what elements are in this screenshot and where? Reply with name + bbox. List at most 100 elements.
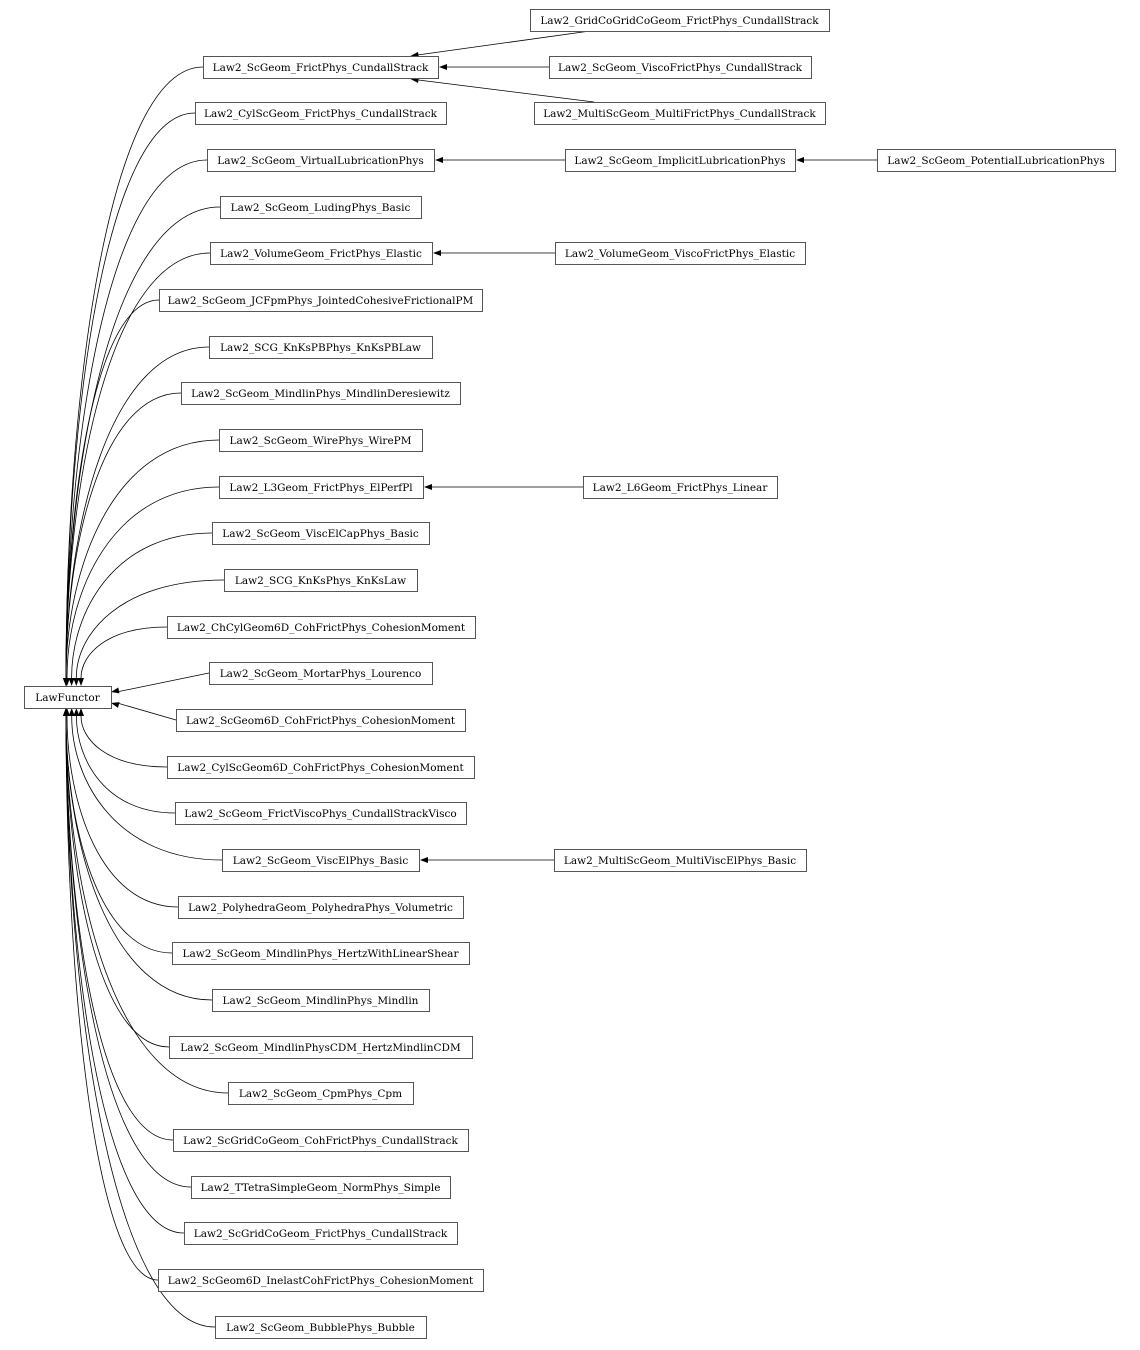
class-node-law2-scgeom-mindlinphys-hertzwithlinearshear[interactable]: Law2_ScGeom_MindlinPhys_HertzWithLinearS…	[172, 942, 470, 965]
class-node-law2-multiscgeom-multifrictphys-cundallstrack[interactable]: Law2_MultiScGeom_MultiFrictPhys_CundallS…	[534, 102, 826, 125]
class-node-law2-volumegeom-frictphys-elastic[interactable]: Law2_VolumeGeom_FrictPhys_Elastic	[210, 242, 433, 265]
node-box	[167, 616, 476, 639]
edges	[62, 30, 877, 1328]
class-node-law2-multiscgeom-multiviscelphys-basic[interactable]: Law2_MultiScGeom_MultiViscElPhys_Basic	[554, 849, 807, 872]
edge-law2-scgridcogeom-cohfrictphys-cundallstrack	[65, 715, 174, 1141]
class-node-law2-scgeom-potentiallubricationphys[interactable]: Law2_ScGeom_PotentialLubricationPhys	[877, 149, 1116, 172]
node-label: Law2_ScGeom_ViscElCapPhys_Basic	[222, 528, 419, 540]
node-label: Law2_SCG_KnKsPBPhys_KnKsPBLaw	[220, 342, 421, 354]
class-node-law2-scgeom-mortarphys-lourenco[interactable]: Law2_ScGeom_MortarPhys_Lourenco	[209, 662, 433, 685]
edge-law2-scgeom-mindlinphys-mindlin	[65, 715, 213, 1001]
class-node-law2-scgridcogeom-cohfrictphys-cundallstrack[interactable]: Law2_ScGridCoGeom_CohFrictPhys_CundallSt…	[173, 1129, 469, 1152]
node-box	[181, 382, 461, 405]
class-node-law2-scgeom-mindlinphyscdm-hertzmindlincdm[interactable]: Law2_ScGeom_MindlinPhysCDM_HertzMindlinC…	[169, 1036, 473, 1059]
edge-law2-multiscgeom-multifrictphys-cundallstrack	[418, 79, 595, 103]
edge-law2-ttetrasimplegeom-normphys-simple	[65, 715, 192, 1188]
edge-law2-cylscgeom6d-cohfrictphys-cohesionmoment-arrowhead	[77, 708, 84, 717]
class-node-law2-polyhedrageom-polyhedraphys-volumetric[interactable]: Law2_PolyhedraGeom_PolyhedraPhys_Volumet…	[178, 896, 464, 919]
node-label: Law2_VolumeGeom_FrictPhys_Elastic	[220, 248, 422, 260]
class-node-law2-chcylgeom6d-cohfrictphys-cohesionmoment[interactable]: Law2_ChCylGeom6D_CohFrictPhys_CohesionMo…	[167, 616, 476, 639]
class-node-law2-scg-knksphys-knkslaw[interactable]: Law2_SCG_KnKsPhys_KnKsLaw	[224, 569, 418, 592]
edge-law2-scgeom-mindlinphys-mindlinderesiewitz	[65, 392, 182, 679]
node-label: Law2_SCG_KnKsPhys_KnKsLaw	[235, 575, 406, 587]
edge-law2-scgeom-viscelcapphys-basic	[71, 532, 213, 679]
class-node-law2-scgeom-virtuallubricationphys[interactable]: Law2_ScGeom_VirtualLubricationPhys	[207, 149, 435, 172]
node-label: Law2_ScGeom_PotentialLubricationPhys	[887, 155, 1105, 167]
node-box	[207, 149, 435, 172]
class-node-law2-scgeom-implicitlubricationphys[interactable]: Law2_ScGeom_ImplicitLubricationPhys	[565, 149, 796, 172]
class-node-law2-l3geom-frictphys-elperfpl[interactable]: Law2_L3Geom_FrictPhys_ElPerfPl	[219, 476, 424, 499]
class-node-law2-scgeom-viscelcapphys-basic[interactable]: Law2_ScGeom_ViscElCapPhys_Basic	[212, 522, 430, 545]
node-label: Law2_ScGeom6D_CohFrictPhys_CohesionMomen…	[186, 715, 456, 727]
class-node-law2-scgeom-mindlinphys-mindlinderesiewitz[interactable]: Law2_ScGeom_MindlinPhys_MindlinDeresiewi…	[181, 382, 461, 405]
class-node-law2-scg-knkspbphys-knkspblaw[interactable]: Law2_SCG_KnKsPBPhys_KnKsPBLaw	[209, 336, 433, 359]
edge-law2-scgeom-frictviscophys-cundallstrackvisco	[76, 715, 176, 814]
class-node-law2-scgeom-mindlinphys-mindlin[interactable]: Law2_ScGeom_MindlinPhys_Mindlin	[212, 989, 430, 1012]
edge-law2-scgeom-jcfpmphys-jointedcohesivefrictionalpm	[65, 299, 160, 679]
node-label: Law2_ScGridCoGeom_CohFrictPhys_CundallSt…	[183, 1135, 458, 1147]
class-node-law2-scgeom-viscofrictphys-cundallstrack[interactable]: Law2_ScGeom_ViscoFrictPhys_CundallStrack	[549, 56, 812, 79]
node-box	[215, 1316, 427, 1339]
class-node-law2-scgeom-bubblephys-bubble[interactable]: Law2_ScGeom_BubblePhys_Bubble	[215, 1316, 427, 1339]
node-box	[212, 989, 430, 1012]
class-node-law2-scgeom-jcfpmphys-jointedcohesivefrictionalpm[interactable]: Law2_ScGeom_JCFpmPhys_JointedCohesiveFri…	[159, 289, 483, 312]
class-node-law2-scgeom-wirephys-wirepm[interactable]: Law2_ScGeom_WirePhys_WirePM	[219, 429, 423, 452]
class-node-law2-scgeom-cpmphys-cpm[interactable]: Law2_ScGeom_CpmPhys_Cpm	[228, 1082, 414, 1105]
node-box	[167, 756, 475, 779]
edge-law2-scgeom-frictphys-cundallstrack	[65, 66, 204, 679]
class-node-law2-scgeom6d-cohfrictphys-cohesionmoment[interactable]: Law2_ScGeom6D_CohFrictPhys_CohesionMomen…	[176, 709, 466, 732]
edge-law2-scgeom-frictviscophys-cundallstrackvisco-arrowhead	[73, 708, 80, 717]
class-node-law2-scgeom-ludingphys-basic[interactable]: Law2_ScGeom_LudingPhys_Basic	[220, 196, 422, 219]
edge-law2-cylscgeom-frictphys-cundallstrack	[65, 112, 196, 679]
class-node-lawfunctor[interactable]: LawFunctor	[24, 686, 112, 709]
node-label: Law2_MultiScGeom_MultiFrictPhys_CundallS…	[543, 108, 816, 120]
node-box	[203, 56, 439, 79]
edge-law2-scgeom6d-cohfrictphys-cohesionmoment	[118, 703, 177, 721]
edge-law2-scgeom6d-cohfrictphys-cohesionmoment-arrowhead	[111, 702, 120, 708]
class-node-law2-cylscgeom-frictphys-cundallstrack[interactable]: Law2_CylScGeom_FrictPhys_CundallStrack	[195, 102, 447, 125]
edge-law2-scgeom-bubblephys-bubble	[65, 715, 216, 1328]
class-node-law2-l6geom-frictphys-linear[interactable]: Law2_L6Geom_FrictPhys_Linear	[583, 476, 778, 499]
class-node-law2-scgeom-frictphys-cundallstrack[interactable]: Law2_ScGeom_FrictPhys_CundallStrack	[203, 56, 439, 79]
edge-law2-multiscgeom-multiviscelphys-basic-arrowhead	[420, 857, 428, 863]
edge-law2-l3geom-frictphys-elperfpl-arrowhead	[63, 677, 70, 686]
edge-law2-scg-knksphys-knkslaw-arrowhead	[73, 677, 80, 686]
node-label: Law2_ScGeom_ViscoFrictPhys_CundallStrack	[558, 62, 803, 74]
node-box	[173, 1129, 469, 1152]
edge-law2-scgeom-bubblephys-bubble-arrowhead	[62, 708, 69, 717]
node-box	[555, 242, 806, 265]
node-label: Law2_ScGeom_FrictPhys_CundallStrack	[213, 62, 429, 74]
edge-law2-scgeom-implicitlubricationphys-arrowhead	[435, 157, 443, 163]
node-label: Law2_ScGeom_FrictViscoPhys_CundallStrack…	[184, 808, 456, 820]
edge-law2-chcylgeom6d-cohfrictphys-cohesionmoment	[80, 626, 168, 679]
class-node-law2-gridcogridcogeom-frictphys-cundallstrack[interactable]: Law2_GridCoGridCoGeom_FrictPhys_CundallS…	[530, 9, 830, 32]
class-node-law2-ttetrasimplegeom-normphys-simple[interactable]: Law2_TTetraSimpleGeom_NormPhys_Simple	[191, 1176, 451, 1199]
class-node-law2-scgeom-viscelphys-basic[interactable]: Law2_ScGeom_ViscElPhys_Basic	[222, 849, 420, 872]
node-box	[224, 569, 418, 592]
edge-law2-volumegeom-frictphys-elastic	[65, 252, 211, 679]
class-node-law2-scgridcogeom-frictphys-cundallstrack[interactable]: Law2_ScGridCoGeom_FrictPhys_CundallStrac…	[184, 1222, 458, 1245]
node-label: Law2_MultiScGeom_MultiViscElPhys_Basic	[564, 855, 796, 867]
node-box	[549, 56, 812, 79]
node-label: Law2_VolumeGeom_ViscoFrictPhys_Elastic	[565, 248, 795, 260]
edge-law2-gridcogridcogeom-frictphys-cundallstrack	[418, 30, 591, 56]
node-box	[209, 662, 433, 685]
class-node-law2-cylscgeom6d-cohfrictphys-cohesionmoment[interactable]: Law2_CylScGeom6D_CohFrictPhys_CohesionMo…	[167, 756, 475, 779]
node-label: Law2_GridCoGridCoGeom_FrictPhys_CundallS…	[540, 15, 819, 27]
class-node-law2-volumegeom-viscofrictphys-elastic[interactable]: Law2_VolumeGeom_ViscoFrictPhys_Elastic	[555, 242, 806, 265]
node-box	[534, 102, 826, 125]
class-node-law2-scgeom6d-inelastcohfrictphys-cohesionmoment[interactable]: Law2_ScGeom6D_InelastCohFrictPhys_Cohesi…	[158, 1269, 484, 1292]
node-label: Law2_L6Geom_FrictPhys_Linear	[593, 482, 769, 494]
edge-law2-scgeom-viscelphys-basic-arrowhead	[68, 708, 75, 717]
node-label: Law2_ScGeom_LudingPhys_Basic	[231, 202, 411, 214]
edge-law2-scg-knksphys-knkslaw	[75, 579, 225, 679]
node-label: Law2_L3Geom_FrictPhys_ElPerfPl	[229, 482, 413, 494]
node-label: Law2_ScGeom_MindlinPhys_MindlinDeresiewi…	[191, 388, 450, 400]
class-node-law2-scgeom-frictviscophys-cundallstrackvisco[interactable]: Law2_ScGeom_FrictViscoPhys_CundallStrack…	[175, 802, 467, 825]
node-box	[210, 242, 433, 265]
node-box	[877, 149, 1116, 172]
node-box	[209, 336, 433, 359]
node-box	[554, 849, 807, 872]
node-box	[176, 709, 466, 732]
node-label: Law2_ScGeom_WirePhys_WirePM	[230, 435, 412, 447]
